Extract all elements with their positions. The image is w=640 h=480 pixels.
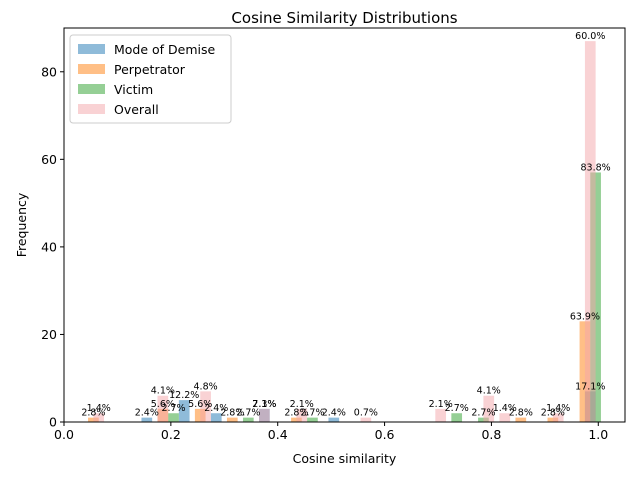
bar-label-overall-7: 4.1% [477, 386, 501, 397]
bar-overall-3 [259, 408, 270, 422]
x-tick-label: 0.4 [268, 427, 288, 442]
bar-overall-1 [157, 395, 169, 422]
y-tick-label: 0 [49, 415, 57, 430]
y-tick-label: 40 [41, 239, 57, 254]
bar-label-victim-2: 2.7% [300, 408, 324, 419]
bar-label-overall-10: 60.0% [575, 31, 605, 42]
bar-label-overall-2: 4.8% [194, 381, 218, 392]
bar-label-perpetrator-7: 63.9% [570, 311, 600, 322]
bar-victim-3 [451, 413, 463, 422]
bar-label-overall-5: 0.7% [354, 408, 378, 419]
bar-label-overall-8: 1.4% [493, 403, 517, 414]
legend: Mode of Demise Perpetrator Victim Overall [69, 34, 232, 124]
legend-swatch-perpetrator [78, 64, 105, 74]
bar-label-perpetrator-6: 2.8% [541, 408, 565, 419]
x-tick-label: 0.8 [481, 427, 501, 442]
bar-overall-10 [584, 41, 596, 423]
bar-mode-of-demise-1 [178, 400, 190, 422]
bar-label-mode-of-demise-0: 2.4% [135, 408, 159, 419]
bar-overall-0 [93, 413, 105, 422]
x-axis-label: Cosine similarity [293, 451, 397, 466]
y-tick-label: 60 [41, 152, 57, 167]
bar-overall-6 [435, 408, 447, 422]
bar-label-overall-4: 2.1% [290, 399, 314, 410]
bar-label-overall-3: 2.1% [252, 399, 276, 410]
bar-label-mode-of-demise-1: 12.2% [169, 390, 199, 401]
bar-label-victim-0: 2.7% [161, 403, 185, 414]
x-ticks: 0.0 0.2 0.4 0.6 0.8 1.0 [54, 422, 608, 442]
bar-labels-layer: 2.4%12.2%2.4% 7.3%2.4%17.1%2.8%5.6% 5.6%2.… [81, 31, 610, 418]
bar-label-overall-9: 1.4% [546, 403, 570, 414]
legend-swatch-overall [78, 104, 105, 114]
bar-label-mode-of-demise-3: 7.3% [252, 399, 276, 410]
legend-box [69, 34, 232, 124]
legend-label-overall: Overall [114, 102, 159, 117]
bar-label-mode-of-demise-5: 17.1% [575, 381, 605, 392]
bar-label-victim-3: 2.7% [445, 403, 469, 414]
x-tick-label: 1.0 [588, 427, 608, 442]
bar-label-victim-4: 2.7% [471, 408, 495, 419]
bar-perpetrator-3 [226, 417, 238, 422]
y-axis-label: Frequency [14, 192, 29, 257]
bar-overall-4 [296, 408, 308, 422]
bar-label-perpetrator-4: 2.8% [284, 408, 308, 419]
legend-swatch-mode-of-demise [78, 44, 105, 54]
bar-perpetrator-5 [515, 417, 527, 422]
y-tick-label: 20 [41, 327, 57, 342]
bar-label-victim-5: 83.8% [581, 162, 611, 173]
legend-label-victim: Victim [114, 82, 153, 97]
bar-label-mode-of-demise-2: 2.4% [204, 403, 228, 414]
bar-label-overall-0: 1.4% [87, 403, 111, 414]
bar-label-perpetrator-0: 2.8% [81, 408, 105, 419]
x-tick-label: 0.6 [375, 427, 395, 442]
bar-label-perpetrator-2: 5.6% [188, 399, 212, 410]
chart-title: Cosine Similarity Distributions [231, 9, 457, 27]
x-tick-label: 0.2 [161, 427, 181, 442]
bar-mode-of-demise-0 [141, 417, 153, 422]
bar-label-victim-1: 2.7% [236, 408, 260, 419]
y-tick-label: 80 [41, 64, 57, 79]
y-ticks: 0 20 40 60 80 [41, 64, 64, 430]
legend-swatch-victim [78, 84, 105, 94]
bar-label-overall-6: 2.1% [429, 399, 453, 410]
bar-label-perpetrator-1: 5.6% [151, 399, 175, 410]
bar-mode-of-demise-4 [328, 417, 340, 422]
plot-frame [63, 27, 626, 423]
bar-overall-2 [200, 391, 211, 422]
bars-layer [88, 41, 601, 423]
bar-victim-0 [168, 413, 179, 422]
bar-label-perpetrator-3: 2.8% [220, 408, 244, 419]
legend-label-mode-of-demise: Mode of Demise [114, 42, 216, 57]
bar-victim-1 [242, 417, 254, 422]
x-tick-label: 0.0 [54, 427, 74, 442]
bar-label-mode-of-demise-4: 2.4% [322, 408, 346, 419]
legend-label-perpetrator: Perpetrator [114, 62, 186, 77]
bar-overall-7 [483, 395, 495, 422]
bar-mode-of-demise-2 [210, 413, 222, 422]
bar-label-overall-1: 4.1% [151, 386, 175, 397]
bar-overall-8 [499, 413, 511, 422]
bar-overall-5 [360, 417, 372, 422]
bar-overall-9 [552, 413, 564, 422]
bar-label-perpetrator-5: 2.8% [509, 408, 533, 419]
bar-victim-2 [307, 417, 318, 422]
